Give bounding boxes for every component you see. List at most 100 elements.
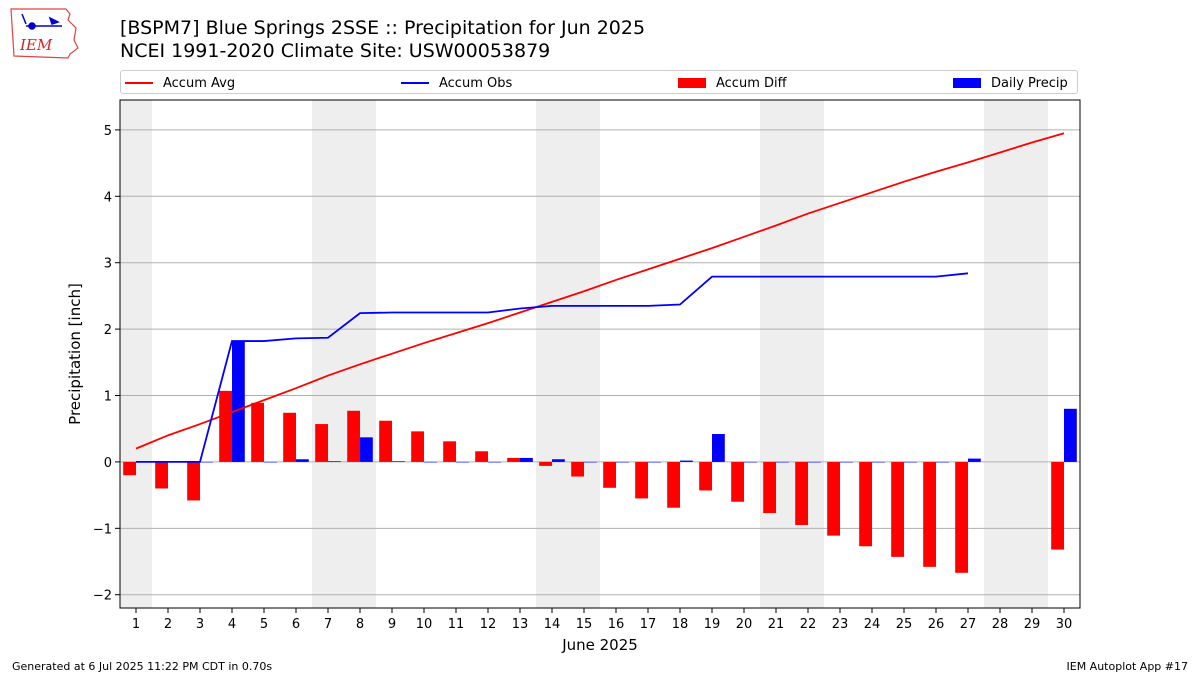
y-tick-label: 4: [104, 190, 112, 205]
daily-precip-bar: [712, 434, 725, 462]
y-tick-label: −2: [93, 589, 112, 604]
x-tick-label: 15: [576, 617, 593, 632]
x-axis-label: June 2025: [561, 636, 638, 654]
diff-bar: [379, 420, 392, 462]
x-tick-label: 22: [800, 617, 817, 632]
x-tick-label: 4: [228, 617, 236, 632]
legend-swatch: [678, 78, 706, 88]
diff-bar: [571, 461, 584, 477]
diff-bar: [827, 461, 840, 536]
x-tick-label: 11: [448, 617, 465, 632]
diff-bar: [859, 461, 872, 547]
diff-bar: [347, 410, 360, 462]
x-tick-label: 3: [196, 617, 204, 632]
daily-precip-bar: [168, 461, 181, 463]
daily-precip-bar: [904, 461, 917, 463]
chart-subtitle: NCEI 1991-2020 Climate Site: USW00053879: [120, 40, 551, 62]
daily-precip-bar: [936, 461, 949, 463]
legend-label: Daily Precip: [991, 75, 1068, 91]
x-tick-label: 28: [992, 617, 1009, 632]
diff-bar: [411, 431, 424, 462]
diff-bar: [539, 461, 552, 466]
daily-precip-bar: [392, 461, 405, 462]
x-tick-label: 20: [736, 617, 753, 632]
legend-item-accum-diff: Accum Diff: [678, 74, 787, 92]
diff-bar: [123, 461, 136, 476]
x-tick-label: 1: [132, 617, 140, 632]
diff-bar: [187, 461, 200, 501]
diff-bar: [635, 461, 648, 499]
x-tick-label: 18: [672, 617, 689, 632]
y-tick-label: 3: [104, 257, 112, 272]
legend-swatch: [953, 78, 981, 88]
x-tick-label: 17: [640, 617, 657, 632]
diff-bar: [923, 461, 936, 567]
daily-precip-bar: [616, 461, 629, 463]
diff-bar: [283, 412, 296, 462]
diff-bar: [699, 461, 712, 491]
diff-bar: [443, 441, 456, 462]
daily-precip-bar: [200, 461, 213, 463]
legend-label: Accum Obs: [439, 75, 513, 91]
x-tick-label: 23: [832, 617, 849, 632]
daily-precip-bar: [456, 461, 469, 463]
legend-item-accum-obs: Accum Obs: [401, 74, 512, 92]
daily-precip-bar: [776, 461, 789, 463]
weekend-band: [760, 100, 824, 608]
diff-bar: [155, 461, 168, 489]
diff-bar: [219, 390, 232, 462]
x-tick-label: 13: [512, 617, 529, 632]
diff-bar: [507, 457, 520, 462]
y-axis-label: Precipitation [inch]: [66, 283, 84, 425]
diff-bar: [891, 461, 904, 557]
logo-text: IEM: [19, 36, 53, 54]
legend-label: Accum Avg: [163, 75, 236, 91]
legend-swatch: [401, 82, 429, 84]
diff-bar: [251, 402, 264, 462]
daily-precip-bar: [808, 461, 821, 463]
daily-precip-bar: [968, 458, 981, 462]
x-tick-label: 10: [416, 617, 433, 632]
diff-bar: [1051, 461, 1064, 550]
diff-bar: [731, 461, 744, 502]
chart-title: [BSPM7] Blue Springs 2SSE :: Precipitati…: [120, 17, 646, 39]
daily-precip-bar: [232, 341, 245, 462]
x-tick-label: 25: [896, 617, 913, 632]
x-tick-label: 30: [1056, 617, 1073, 632]
daily-precip-bar: [264, 461, 277, 463]
x-tick-label: 7: [324, 617, 332, 632]
daily-precip-bar: [296, 459, 309, 462]
y-tick-label: 0: [104, 456, 112, 471]
x-tick-label: 5: [260, 617, 268, 632]
x-tick-label: 2: [164, 617, 172, 632]
legend-item-accum-avg: Accum Avg: [125, 74, 235, 92]
daily-precip-bar: [680, 460, 693, 462]
daily-precip-bar: [424, 461, 437, 463]
daily-precip-bar: [328, 461, 341, 462]
daily-precip-bar: [744, 461, 757, 463]
x-tick-label: 27: [960, 617, 977, 632]
weekend-band: [536, 100, 600, 608]
generated-timestamp: Generated at 6 Jul 2025 11:22 PM CDT in …: [12, 660, 273, 673]
daily-precip-bar: [552, 459, 565, 462]
daily-precip-bar: [840, 461, 853, 463]
x-tick-label: 9: [388, 617, 396, 632]
x-tick-label: 24: [864, 617, 881, 632]
diff-bar: [667, 461, 680, 508]
y-tick-label: 5: [104, 124, 112, 139]
legend-label: Accum Diff: [716, 75, 787, 91]
diff-bar: [955, 461, 968, 573]
legend-item-daily-precip: Daily Precip: [953, 74, 1068, 92]
daily-precip-bar: [360, 437, 373, 462]
daily-precip-bar: [488, 461, 501, 463]
y-tick-label: −1: [93, 522, 112, 537]
daily-precip-bar: [1064, 408, 1077, 462]
weekend-band: [312, 100, 376, 608]
y-tick-label: 2: [104, 323, 112, 338]
x-tick-label: 14: [544, 617, 561, 632]
x-tick-label: 12: [480, 617, 497, 632]
diff-bar: [795, 461, 808, 525]
weekend-band: [120, 100, 152, 608]
x-tick-label: 6: [292, 617, 300, 632]
